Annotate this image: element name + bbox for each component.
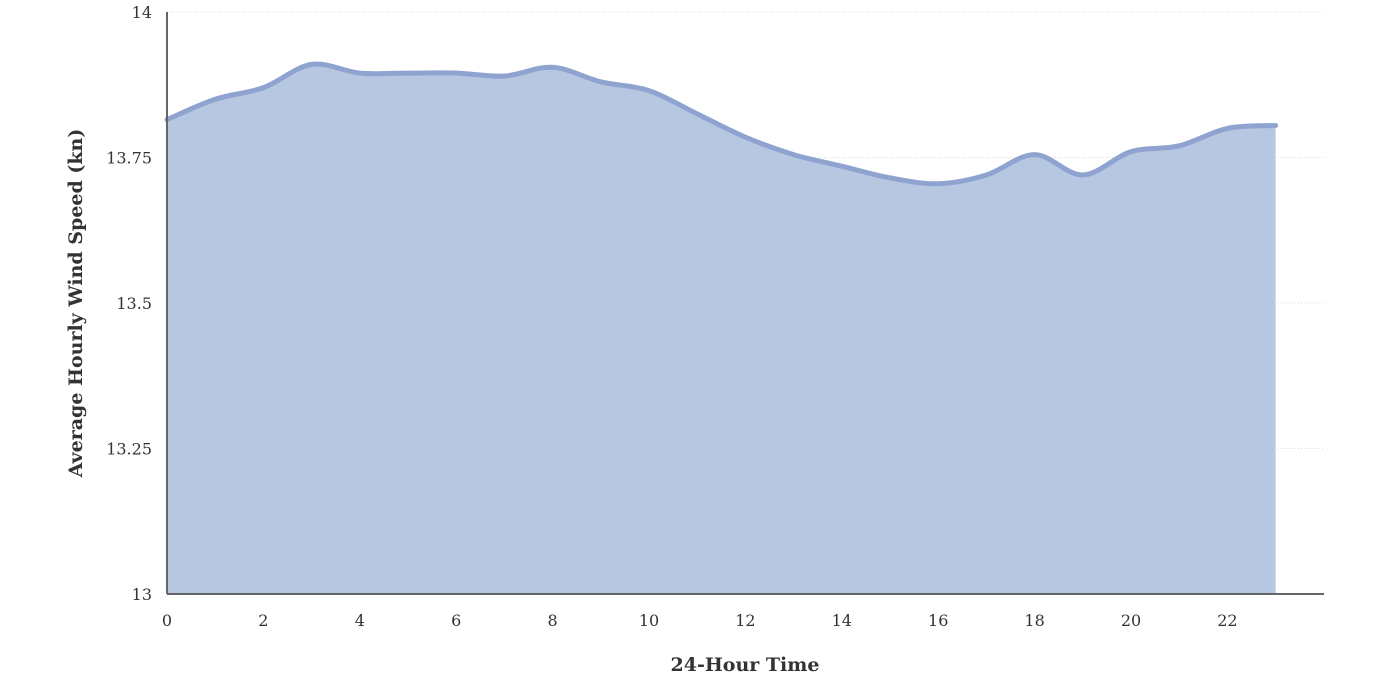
- y-tick-labels: 13 13.25 13.5 13.75 14: [106, 3, 152, 604]
- y-tick-label: 13.5: [116, 294, 152, 313]
- x-tick-label: 0: [162, 611, 172, 630]
- x-tick-label: 12: [735, 611, 755, 630]
- x-tick-labels: 0 2 4 6 8 10 12 14 16 18 20 22: [162, 611, 1238, 630]
- y-tick-label: 13: [132, 585, 152, 604]
- y-tick-label: 13.25: [106, 440, 152, 459]
- x-tick-label: 4: [355, 611, 365, 630]
- x-tick-label: 16: [928, 611, 948, 630]
- series-line: [164, 61, 1279, 187]
- x-tick-label: 22: [1217, 611, 1237, 630]
- area-fill: [167, 63, 1276, 594]
- x-tick-label: 8: [548, 611, 558, 630]
- x-tick-label: 2: [258, 611, 268, 630]
- y-tick-label: 14: [132, 3, 152, 22]
- axes: [166, 12, 1324, 595]
- x-tick-label: 20: [1121, 611, 1141, 630]
- area-series: [164, 61, 1279, 594]
- x-tick-label: 10: [639, 611, 659, 630]
- x-tick-label: 14: [832, 611, 852, 630]
- x-tick-label: 18: [1024, 611, 1044, 630]
- x-tick-label: 6: [451, 611, 461, 630]
- x-axis-title: 24-Hour Time: [671, 654, 820, 676]
- y-axis-title: Average Hourly Wind Speed (kn): [65, 129, 87, 479]
- y-tick-label: 13.75: [106, 149, 152, 168]
